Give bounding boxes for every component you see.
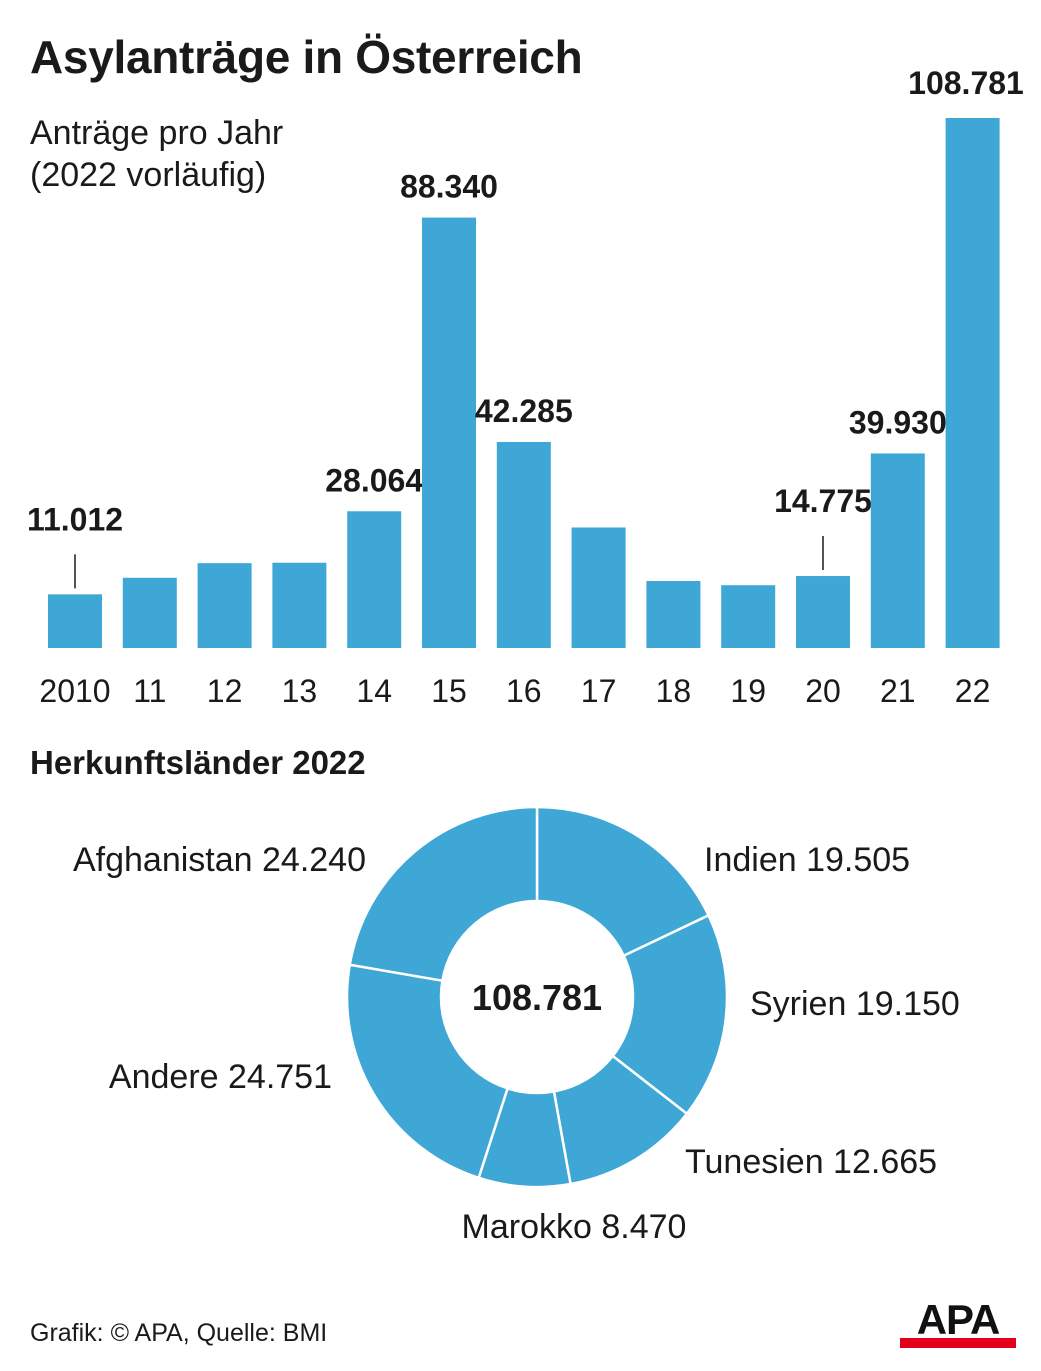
bar-13 — [272, 562, 327, 648]
x-tick-label: 17 — [581, 673, 617, 709]
source-credit: Grafik: © APA, Quelle: BMI — [30, 1319, 328, 1347]
bar-value-label: 11.012 — [27, 501, 123, 537]
chart-title: Asylanträge in Österreich — [30, 31, 583, 83]
x-tick-label: 15 — [431, 673, 467, 709]
logo-text: APA — [916, 1296, 1001, 1343]
chart-subtitle: Anträge pro Jahr (2022 vorläufig) — [30, 112, 283, 196]
donut-label-afghanistan: Afghanistan 24.240 — [73, 841, 366, 879]
bar-value-label: 108.781 — [908, 65, 1024, 101]
x-tick-label: 16 — [506, 673, 542, 709]
bar-20 — [796, 576, 850, 648]
donut-label-indien: Indien 19.505 — [704, 841, 910, 879]
donut-label-andere: Andere 24.751 — [109, 1058, 332, 1096]
logo-red-bar — [900, 1338, 1016, 1348]
bar-21 — [870, 453, 925, 648]
x-tick-label: 19 — [730, 673, 766, 709]
bar-value-label: 39.930 — [849, 404, 947, 440]
subtitle-line-1: Anträge pro Jahr — [30, 114, 284, 152]
bar-17 — [571, 527, 626, 648]
donut-label-syrien: Syrien 19.150 — [750, 985, 960, 1023]
apa-logo: APA — [900, 1296, 1016, 1350]
donut-slice-afghanistan — [348, 805, 539, 983]
bar-19 — [721, 585, 776, 648]
bar-14 — [347, 511, 402, 648]
bar-value-label: 42.285 — [475, 393, 573, 429]
bar-chart: 2010 11.012 11 12 13 14 28.064 15 88.340 16 42.285… — [27, 65, 1024, 709]
bar-12 — [197, 563, 252, 648]
donut-chart: 108.781 Indien 19.505 Syrien 19.150 Tunesie… — [73, 805, 960, 1246]
subtitle-line-2: (2022 vorläufig) — [30, 156, 267, 194]
bar-22 — [945, 118, 1000, 648]
donut-center-total: 108.781 — [472, 977, 602, 1018]
donut-slice-indien — [535, 805, 711, 958]
bar-11 — [122, 577, 177, 648]
bar-16 — [496, 441, 551, 648]
donut-label-tunesien: Tunesien 12.665 — [685, 1143, 937, 1181]
bar-15 — [422, 217, 476, 649]
bar-value-label: 88.340 — [400, 169, 498, 205]
x-tick-label: 12 — [207, 673, 243, 709]
x-tick-label: 2010 — [39, 673, 110, 709]
x-tick-label: 20 — [805, 673, 841, 709]
donut-label-marokko: Marokko 8.470 — [462, 1208, 687, 1246]
bar-value-label: 28.064 — [325, 462, 423, 498]
x-tick-label: 21 — [880, 673, 916, 709]
x-tick-label: 13 — [282, 673, 318, 709]
donut-slice-andere — [345, 963, 510, 1180]
x-tick-label: 11 — [133, 673, 166, 709]
x-tick-label: 14 — [356, 673, 392, 709]
donut-chart-title: Herkunftsländer 2022 — [30, 744, 366, 781]
x-tick-label: 22 — [955, 673, 991, 709]
x-tick-label: 18 — [656, 673, 692, 709]
bar-value-label: 14.775 — [774, 483, 872, 519]
bar-18 — [646, 581, 701, 648]
bar-2010 — [48, 594, 102, 648]
donut-slice-syrien — [610, 913, 729, 1116]
